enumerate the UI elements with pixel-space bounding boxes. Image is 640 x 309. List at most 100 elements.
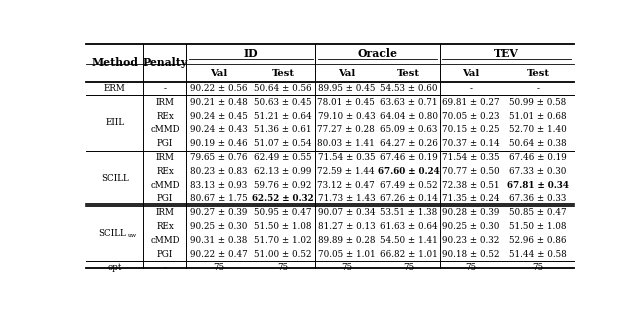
Text: 70.05 ± 0.23: 70.05 ± 0.23: [442, 112, 500, 121]
Text: 89.89 ± 0.28: 89.89 ± 0.28: [317, 236, 375, 245]
Text: 78.01 ± 0.45: 78.01 ± 0.45: [317, 98, 375, 107]
Text: 51.50 ± 1.08: 51.50 ± 1.08: [509, 222, 566, 231]
Text: 90.25 ± 0.30: 90.25 ± 0.30: [442, 222, 500, 231]
Text: 51.21 ± 0.64: 51.21 ± 0.64: [254, 112, 312, 121]
Text: 51.36 ± 0.61: 51.36 ± 0.61: [254, 125, 312, 134]
Text: Val: Val: [338, 69, 355, 78]
Text: 65.09 ± 0.63: 65.09 ± 0.63: [380, 125, 437, 134]
Text: 90.25 ± 0.30: 90.25 ± 0.30: [190, 222, 247, 231]
Text: SCILL: SCILL: [99, 229, 126, 238]
Text: 67.26 ± 0.14: 67.26 ± 0.14: [380, 194, 438, 203]
Text: EIIL: EIIL: [105, 118, 124, 128]
Text: IRM: IRM: [156, 153, 174, 162]
Text: 70.15 ± 0.25: 70.15 ± 0.25: [442, 125, 500, 134]
Text: -: -: [163, 263, 166, 272]
Text: 51.01 ± 0.68: 51.01 ± 0.68: [509, 112, 567, 121]
Text: 75: 75: [403, 263, 414, 272]
Text: 50.95 ± 0.47: 50.95 ± 0.47: [254, 208, 312, 217]
Text: 73.12 ± 0.47: 73.12 ± 0.47: [317, 180, 375, 190]
Text: 80.23 ± 0.83: 80.23 ± 0.83: [190, 167, 247, 176]
Text: 52.70 ± 1.40: 52.70 ± 1.40: [509, 125, 567, 134]
Text: Method: Method: [92, 57, 138, 68]
Text: -: -: [470, 84, 472, 93]
Text: 80.67 ± 1.75: 80.67 ± 1.75: [189, 194, 248, 203]
Text: 59.76 ± 0.92: 59.76 ± 0.92: [254, 180, 312, 190]
Text: 64.27 ± 0.26: 64.27 ± 0.26: [380, 139, 438, 148]
Text: 51.50 ± 1.08: 51.50 ± 1.08: [254, 222, 312, 231]
Text: 75: 75: [465, 263, 477, 272]
Text: 90.28 ± 0.39: 90.28 ± 0.39: [442, 208, 500, 217]
Text: 64.04 ± 0.80: 64.04 ± 0.80: [380, 112, 438, 121]
Text: 70.05 ± 1.01: 70.05 ± 1.01: [317, 250, 375, 259]
Text: 67.60 ± 0.24: 67.60 ± 0.24: [378, 167, 440, 176]
Text: Test: Test: [397, 69, 420, 78]
Text: 90.27 ± 0.39: 90.27 ± 0.39: [190, 208, 247, 217]
Text: SCILL: SCILL: [101, 174, 129, 183]
Text: 50.64 ± 0.38: 50.64 ± 0.38: [509, 139, 567, 148]
Text: 51.00 ± 0.52: 51.00 ± 0.52: [254, 250, 312, 259]
Text: 67.49 ± 0.52: 67.49 ± 0.52: [380, 180, 438, 190]
Text: 75: 75: [532, 263, 543, 272]
Text: 53.51 ± 1.38: 53.51 ± 1.38: [380, 208, 437, 217]
Text: 90.22 ± 0.47: 90.22 ± 0.47: [189, 250, 248, 259]
Text: 72.59 ± 1.44: 72.59 ± 1.44: [317, 167, 375, 176]
Text: 67.81 ± 0.34: 67.81 ± 0.34: [507, 180, 569, 190]
Text: PGI: PGI: [157, 139, 173, 148]
Text: 90.24 ± 0.45: 90.24 ± 0.45: [189, 112, 248, 121]
Text: 51.44 ± 0.58: 51.44 ± 0.58: [509, 250, 567, 259]
Text: 50.64 ± 0.56: 50.64 ± 0.56: [254, 84, 312, 93]
Text: 62.49 ± 0.55: 62.49 ± 0.55: [254, 153, 312, 162]
Text: 80.03 ± 1.41: 80.03 ± 1.41: [317, 139, 375, 148]
Text: -: -: [163, 84, 166, 93]
Text: IRM: IRM: [156, 98, 174, 107]
Text: 75: 75: [213, 263, 224, 272]
Text: 67.36 ± 0.33: 67.36 ± 0.33: [509, 194, 566, 203]
Text: 50.99 ± 0.58: 50.99 ± 0.58: [509, 98, 566, 107]
Text: 61.63 ± 0.64: 61.63 ± 0.64: [380, 222, 438, 231]
Text: 79.65 ± 0.76: 79.65 ± 0.76: [190, 153, 247, 162]
Text: PGI: PGI: [157, 194, 173, 203]
Text: 79.10 ± 0.43: 79.10 ± 0.43: [317, 112, 375, 121]
Text: 77.27 ± 0.28: 77.27 ± 0.28: [317, 125, 375, 134]
Text: 90.22 ± 0.56: 90.22 ± 0.56: [190, 84, 247, 93]
Text: 90.07 ± 0.34: 90.07 ± 0.34: [317, 208, 375, 217]
Text: cMMD: cMMD: [150, 236, 180, 245]
Text: 81.27 ± 0.13: 81.27 ± 0.13: [317, 222, 375, 231]
Text: 90.23 ± 0.32: 90.23 ± 0.32: [442, 236, 500, 245]
Text: Oracle: Oracle: [358, 48, 397, 59]
Text: 71.73 ± 1.43: 71.73 ± 1.43: [317, 194, 375, 203]
Text: 67.46 ± 0.19: 67.46 ± 0.19: [380, 153, 438, 162]
Text: 90.21 ± 0.48: 90.21 ± 0.48: [189, 98, 248, 107]
Text: ERM: ERM: [104, 84, 125, 93]
Text: 50.85 ± 0.47: 50.85 ± 0.47: [509, 208, 567, 217]
Text: Penalty: Penalty: [142, 57, 188, 68]
Text: 52.96 ± 0.86: 52.96 ± 0.86: [509, 236, 566, 245]
Text: 54.53 ± 0.60: 54.53 ± 0.60: [380, 84, 438, 93]
Text: Val: Val: [210, 69, 227, 78]
Text: 51.70 ± 1.02: 51.70 ± 1.02: [254, 236, 312, 245]
Text: 69.81 ± 0.27: 69.81 ± 0.27: [442, 98, 500, 107]
Text: REx: REx: [156, 167, 174, 176]
Text: -: -: [536, 84, 540, 93]
Text: 62.52 ± 0.32: 62.52 ± 0.32: [252, 194, 314, 203]
Text: 75: 75: [340, 263, 352, 272]
Text: 70.37 ± 0.14: 70.37 ± 0.14: [442, 139, 500, 148]
Text: 70.77 ± 0.50: 70.77 ± 0.50: [442, 167, 500, 176]
Text: 62.13 ± 0.99: 62.13 ± 0.99: [254, 167, 312, 176]
Text: 71.35 ± 0.24: 71.35 ± 0.24: [442, 194, 500, 203]
Text: cMMD: cMMD: [150, 180, 180, 190]
Text: 66.82 ± 1.01: 66.82 ± 1.01: [380, 250, 438, 259]
Text: 90.24 ± 0.43: 90.24 ± 0.43: [189, 125, 248, 134]
Text: 54.50 ± 1.41: 54.50 ± 1.41: [380, 236, 438, 245]
Text: 67.33 ± 0.30: 67.33 ± 0.30: [509, 167, 566, 176]
Text: REx: REx: [156, 222, 174, 231]
Text: 71.54 ± 0.35: 71.54 ± 0.35: [317, 153, 375, 162]
Text: opt: opt: [108, 263, 122, 272]
Text: TEV: TEV: [494, 48, 519, 59]
Text: cMMD: cMMD: [150, 125, 180, 134]
Text: 90.18 ± 0.52: 90.18 ± 0.52: [442, 250, 500, 259]
Text: 67.46 ± 0.19: 67.46 ± 0.19: [509, 153, 567, 162]
Text: 90.19 ± 0.46: 90.19 ± 0.46: [189, 139, 248, 148]
Text: REx: REx: [156, 112, 174, 121]
Text: 89.95 ± 0.45: 89.95 ± 0.45: [317, 84, 375, 93]
